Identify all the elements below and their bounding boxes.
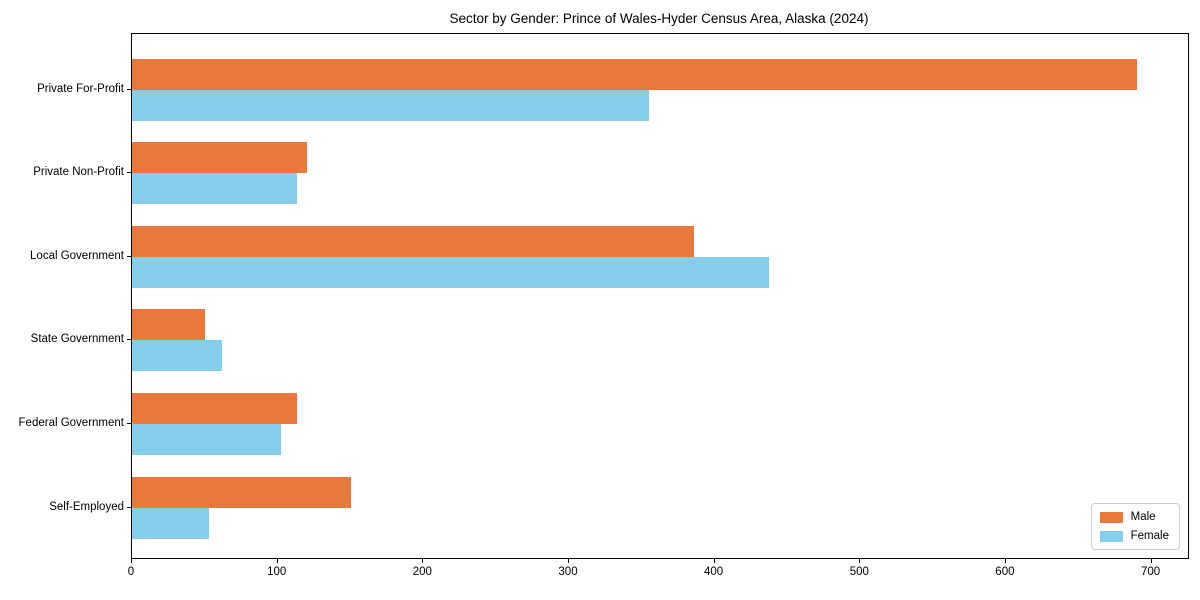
x-axis-tick-label: 0 [127, 566, 135, 578]
x-tick-mark [568, 559, 569, 563]
x-axis-tick-label: 500 [849, 566, 869, 578]
bar-female-1 [132, 173, 297, 205]
bar-female-4 [132, 423, 281, 455]
x-tick-mark [1150, 559, 1152, 563]
y-tick-mark [127, 255, 131, 257]
y-axis-category-label: Private Non-Profit [33, 166, 124, 179]
x-axis-tick-label: 700 [1141, 566, 1161, 578]
y-axis-category-label: Self-Employed [49, 500, 124, 513]
legend-label: Male [1130, 511, 1156, 523]
y-axis-category-label: Local Government [30, 249, 124, 262]
x-axis-tick-label: 400 [704, 566, 724, 578]
y-tick-mark [127, 88, 131, 90]
legend: Male Female [1090, 503, 1180, 550]
bar-male-3 [132, 309, 205, 341]
x-axis-tick-label: 200 [412, 566, 432, 578]
y-axis-category-label: Private For-Profit [37, 82, 124, 95]
bar-male-4 [132, 392, 297, 424]
bar-male-2 [132, 225, 695, 257]
legend-swatch-icon [1099, 530, 1123, 542]
x-axis-tick-label: 600 [995, 566, 1015, 578]
legend-entry-female: Female [1099, 530, 1169, 542]
bar-female-3 [132, 340, 223, 372]
legend-label: Female [1130, 530, 1169, 542]
bar-female-5 [132, 507, 210, 539]
y-tick-mark [127, 172, 131, 174]
x-tick-mark [276, 559, 278, 563]
bar-male-0 [132, 58, 1137, 90]
legend-entry-male: Male [1099, 511, 1169, 523]
x-axis-tick-label: 300 [558, 566, 578, 578]
y-axis-category-label: State Government [30, 333, 124, 346]
y-tick-mark [127, 422, 131, 424]
x-tick-mark [422, 559, 424, 563]
bar-female-2 [132, 256, 769, 288]
bar-female-0 [132, 89, 650, 121]
plot-area: Male Female [131, 33, 1189, 559]
x-tick-mark [1004, 559, 1006, 563]
y-tick-mark [127, 506, 131, 508]
x-tick-mark [131, 559, 132, 563]
x-tick-mark [713, 559, 715, 563]
x-tick-mark [859, 559, 861, 563]
bar-male-5 [132, 476, 351, 508]
y-axis-category-label: Federal Government [18, 416, 124, 429]
chart-title: Sector by Gender: Prince of Wales-Hyder … [449, 11, 869, 26]
bar-male-1 [132, 142, 307, 174]
x-axis-tick-label: 100 [267, 566, 287, 578]
y-tick-mark [127, 339, 131, 341]
legend-swatch-icon [1099, 511, 1123, 523]
